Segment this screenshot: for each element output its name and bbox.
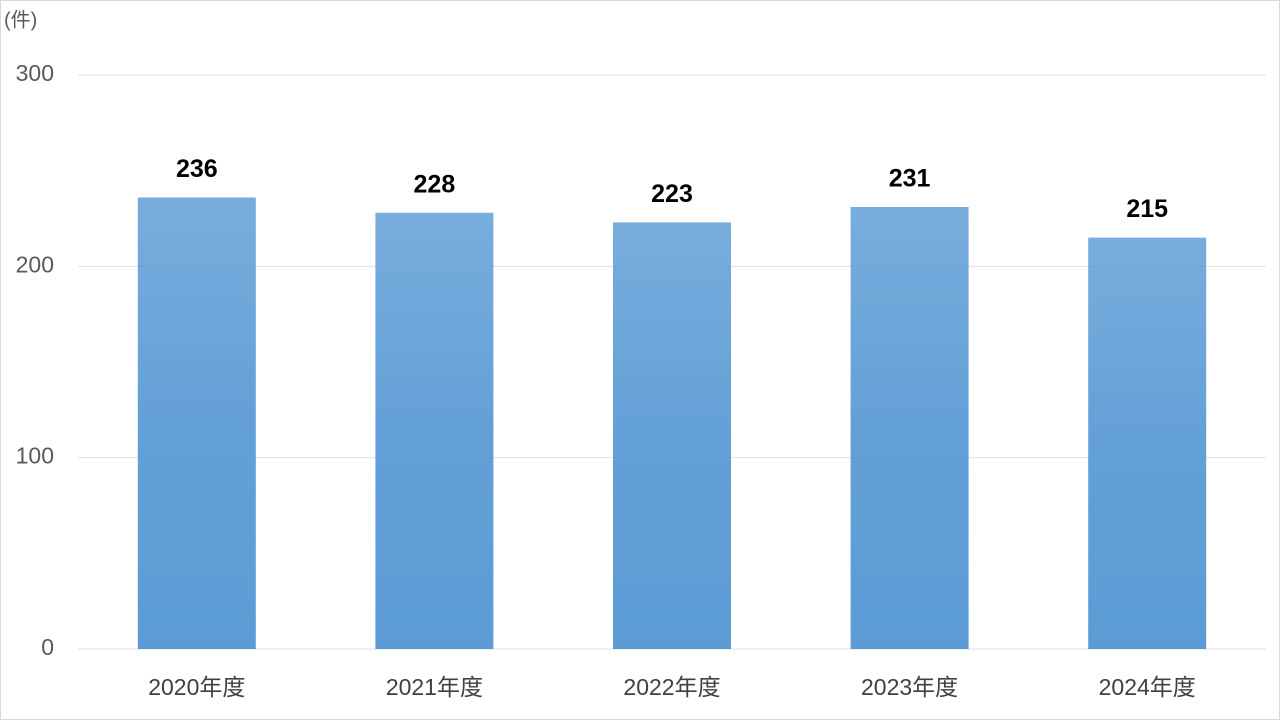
y-tick-label: 0 <box>41 634 54 660</box>
bar <box>850 207 969 649</box>
bar <box>137 197 256 649</box>
x-tick-label: 2024年度 <box>1099 674 1196 700</box>
bar <box>375 212 494 649</box>
data-label: 228 <box>414 170 456 198</box>
data-label: 223 <box>651 180 693 208</box>
x-tick-label: 2023年度 <box>861 674 958 700</box>
x-tick-label: 2021年度 <box>386 674 483 700</box>
y-tick-label: 200 <box>16 251 54 277</box>
data-label: 231 <box>889 165 931 193</box>
x-tick-label: 2020年度 <box>148 674 245 700</box>
y-tick-label: 300 <box>16 60 54 86</box>
data-label: 236 <box>176 155 218 183</box>
bar <box>613 222 731 649</box>
y-unit-label: (件) <box>4 8 37 31</box>
data-label: 215 <box>1126 195 1168 223</box>
y-tick-label: 100 <box>16 443 54 469</box>
bar <box>1088 237 1207 649</box>
x-tick-label: 2022年度 <box>623 674 720 700</box>
